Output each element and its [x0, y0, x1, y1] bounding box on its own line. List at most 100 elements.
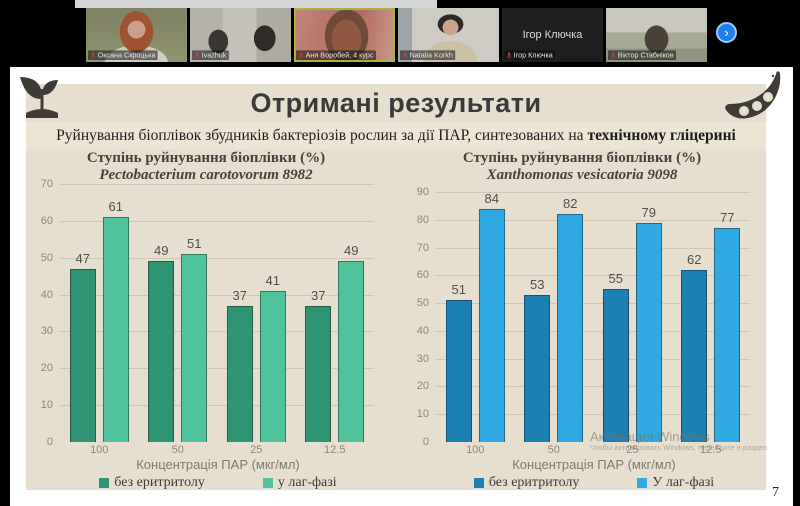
gridline — [436, 192, 750, 193]
muted-mic-icon — [91, 52, 96, 59]
bar-group: 49 51 — [139, 184, 218, 442]
x-axis-ticks: 100 50 25 12.5 — [60, 444, 374, 456]
bar: 61 — [102, 199, 129, 442]
plot-area: 0 10 20 30 40 50 60 70 47 61 49 51 37 41 37 49 — [41, 178, 374, 448]
bar: 53 — [524, 277, 551, 442]
gridline — [436, 358, 750, 360]
chart-subtitle: Pectobacterium carotovorum 8982 — [99, 167, 313, 183]
gridline — [436, 330, 750, 332]
bar: 51 — [181, 236, 208, 442]
y-axis-tick: 30 — [416, 352, 429, 365]
muted-mic-icon — [403, 52, 408, 59]
x-axis-tick: 50 — [171, 444, 184, 456]
participant-name-centered: Ігор Ключка — [522, 29, 583, 41]
chart-title: Ступінь руйнування біоплівки (%) — [462, 150, 702, 166]
participant-label: Аня Воробей, 4 курс — [296, 50, 376, 60]
y-axis-tick: 60 — [416, 269, 429, 282]
gridline — [436, 414, 750, 416]
bar: 62 — [681, 252, 708, 442]
gridline — [60, 331, 374, 333]
bar: 51 — [445, 282, 472, 442]
bar: 47 — [69, 251, 96, 442]
bar-value-label: 51 — [187, 236, 202, 252]
bar-group: 53 82 — [515, 192, 594, 442]
gridline — [436, 247, 750, 249]
bar-group: 37 41 — [217, 184, 296, 442]
participant-label: Natalia Korkh — [400, 50, 456, 60]
bar: 77 — [714, 210, 741, 442]
y-axis-tick: 70 — [40, 178, 53, 190]
window-edge-sliver — [75, 0, 437, 8]
participant-name: Natalia Korkh — [409, 51, 453, 60]
muted-mic-icon — [611, 52, 616, 59]
slide-subtitle: Руйнування біоплівок збудників бактеріоз… — [26, 122, 766, 149]
muted-mic-icon — [299, 52, 304, 59]
bar: 55 — [602, 271, 629, 442]
bar-value-label: 51 — [451, 282, 466, 298]
legend-swatch — [262, 478, 273, 488]
x-axis-label: Концентрація ПАР (мкг/мл) — [136, 457, 300, 472]
legend-swatch — [473, 478, 484, 488]
x-axis-label: Концентрація ПАР (мкг/мл) — [512, 457, 676, 472]
bar: 79 — [635, 205, 662, 442]
gridline — [60, 220, 374, 222]
participant-name: Віктор Стабніков — [617, 51, 674, 60]
bar-group: 62 77 — [672, 192, 751, 442]
legend-label: у лаг-фазі — [277, 475, 337, 490]
bar-group: 55 79 — [593, 192, 672, 442]
muted-mic-icon — [507, 52, 512, 59]
slide-title: Отримані результати — [250, 88, 542, 118]
legend-swatch — [99, 478, 110, 488]
bar-value-label: 37 — [311, 287, 326, 303]
bar: 49 — [148, 243, 175, 442]
bar: 37 — [226, 288, 253, 442]
gridline — [436, 219, 750, 221]
bar: 49 — [338, 243, 365, 442]
participant-tile[interactable]: Оксана Скроцька — [86, 8, 187, 62]
bar-value-label: 49 — [154, 243, 169, 259]
participant-label: Оксана Скроцька — [88, 50, 158, 60]
legend-item: без еритритолу — [99, 475, 205, 491]
x-axis-tick: 100 — [90, 444, 109, 456]
x-axis-tick: 12.5 — [700, 444, 722, 456]
y-axis-tick: 40 — [416, 324, 429, 337]
gridline — [60, 257, 374, 259]
y-axis-tick: 40 — [40, 288, 53, 301]
x-axis-ticks: 100 50 25 12.5 — [436, 444, 750, 456]
chart-xanthomonas: Ступінь руйнування біоплівки (%) Xanthom… — [404, 150, 760, 491]
participant-label: Віктор Стабніков — [608, 50, 677, 60]
participant-name: Оксана Скроцька — [97, 51, 156, 60]
bar-group: 47 61 — [60, 184, 139, 442]
chart-subtitle: Xanthomonas vesicatoria 9098 — [486, 167, 678, 183]
bar-value-label: 53 — [530, 276, 545, 292]
participant-tile[interactable]: Віктор Стабніков — [606, 8, 707, 62]
gridline — [436, 386, 750, 388]
participant-name: Аня Воробей, 4 курс — [305, 51, 374, 60]
sprout-icon — [20, 77, 58, 118]
participant-tile[interactable]: Аня Воробей, 4 курс — [294, 8, 395, 62]
gridline — [60, 184, 374, 185]
plot-area: 0 10 20 30 40 50 60 70 80 90 51 84 53 82 55 79 62 77 — [417, 186, 751, 448]
y-axis-tick: 0 — [422, 436, 429, 448]
bar-value-label: 47 — [75, 250, 90, 266]
gallery-next-button[interactable]: › — [716, 22, 737, 43]
bar-value-label: 61 — [108, 199, 123, 215]
y-axis-tick: 70 — [416, 241, 429, 254]
bar-value-label: 77 — [720, 210, 735, 226]
bar-value-label: 41 — [265, 272, 280, 288]
y-axis-tick: 10 — [40, 399, 53, 412]
subtitle-bold-text: технічному гліцерині — [587, 126, 736, 144]
participant-tile[interactable]: Ivazhuk — [190, 8, 291, 62]
bar-value-label: 79 — [641, 204, 656, 220]
x-axis-tick: 12.5 — [324, 444, 346, 456]
legend-item: без еритритолу — [473, 475, 579, 491]
gridline — [436, 303, 750, 305]
participant-label: Ігор Ключка — [504, 50, 556, 60]
participant-name: Ігор Ключка — [513, 51, 553, 60]
shared-screen: Отримані результати Руйнування біоплівок… — [10, 67, 793, 506]
x-axis-tick: 25 — [626, 444, 639, 456]
participant-tile[interactable]: Ігор Ключка Ігор Ключка — [502, 8, 603, 62]
participant-tile[interactable]: Natalia Korkh — [398, 8, 499, 62]
y-axis-tick: 50 — [416, 297, 429, 310]
bar-groups: 51 84 53 82 55 79 62 77 — [436, 191, 751, 442]
